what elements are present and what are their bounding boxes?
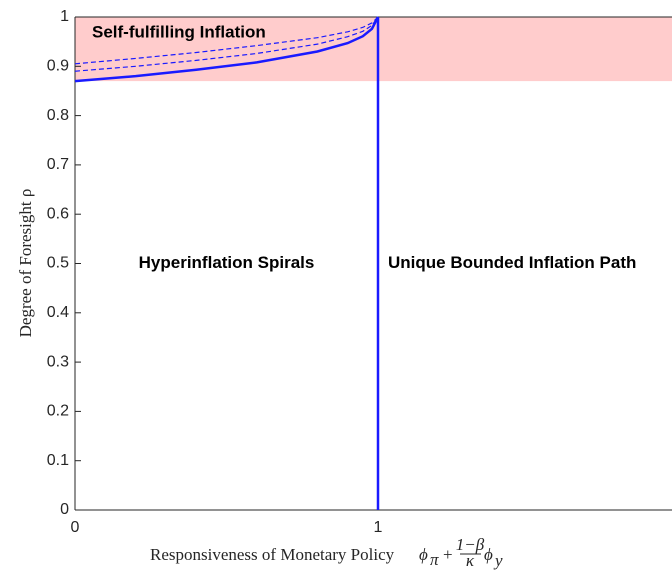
x-axis-label: Responsiveness of Monetary Policy xyxy=(150,545,395,564)
y-axis-label: Degree of Foresight ρ xyxy=(16,189,35,338)
x-math: π xyxy=(430,550,439,569)
x-tick-label: 1 xyxy=(374,519,383,536)
y-tick-label: 0.3 xyxy=(47,353,69,370)
x-math: ϕ xyxy=(484,545,493,564)
y-tick-label: 0.5 xyxy=(47,255,69,272)
x-math: κ xyxy=(466,551,475,570)
curve xyxy=(74,16,379,72)
y-tick-label: 0.4 xyxy=(47,304,69,321)
x-math: ϕ xyxy=(419,545,428,564)
x-math: + xyxy=(443,545,453,564)
annotation: Hyperinflation Spirals xyxy=(139,253,315,272)
x-label: Responsiveness of Monetary Policy ϕ π + … xyxy=(150,535,503,570)
annotation: Self-fulfilling Inflation xyxy=(92,22,266,41)
y-tick-label: 0.8 xyxy=(47,107,69,124)
curve xyxy=(74,16,380,83)
x-math: y xyxy=(493,551,503,570)
y-tick-label: 0.1 xyxy=(47,452,69,469)
y-tick-label: 0.7 xyxy=(47,156,69,173)
y-tick-label: 0.2 xyxy=(47,403,69,420)
x-tick-label: 0 xyxy=(71,519,80,536)
y-tick-label: 1 xyxy=(60,8,69,25)
y-tick-label: 0.9 xyxy=(47,58,69,75)
y-tick-label: 0.6 xyxy=(47,205,69,222)
curve xyxy=(74,16,379,65)
annotation: Unique Bounded Inflation Path xyxy=(388,253,636,272)
x-math: 1−β xyxy=(456,535,485,554)
y-tick-label: 0 xyxy=(60,501,69,518)
